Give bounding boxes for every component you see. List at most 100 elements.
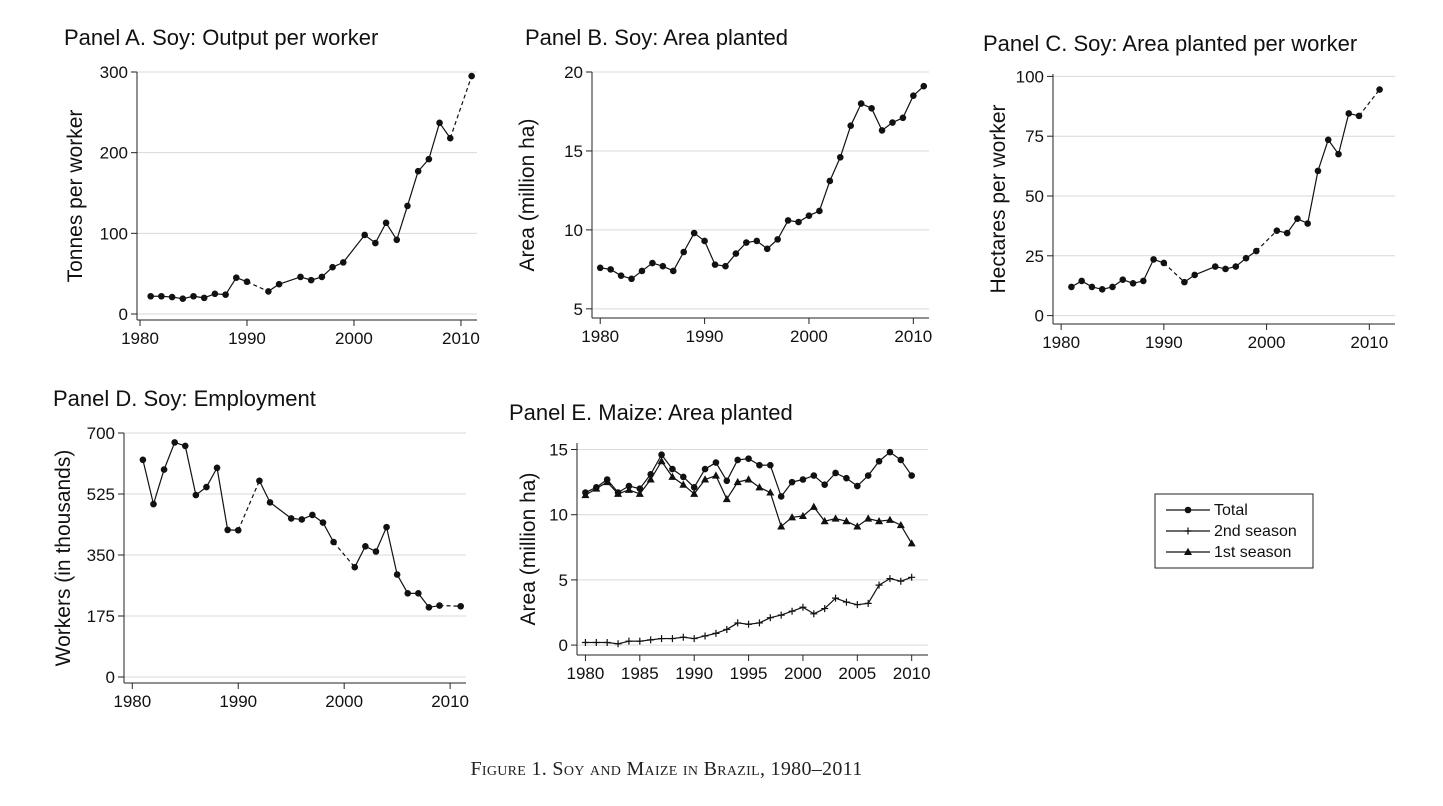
data-point	[1140, 277, 1147, 285]
x-tick-label: 2010	[893, 664, 931, 683]
series-segment	[258, 480, 271, 503]
panel-e: Panel E. Maize: Area planted 0 5 10 15 1980 19…	[509, 400, 931, 683]
data-point	[763, 245, 771, 253]
data-point	[788, 513, 797, 521]
data-point	[1181, 278, 1188, 286]
data-point	[1283, 229, 1291, 237]
data-point	[908, 472, 915, 479]
data-point	[701, 632, 709, 640]
y-tick-label: 20	[564, 63, 583, 82]
data-point	[712, 629, 720, 637]
data-point	[1191, 271, 1198, 279]
data-point	[864, 514, 873, 522]
data-point	[330, 538, 337, 546]
data-point	[362, 542, 369, 550]
x-tick-label: 2000	[335, 329, 373, 348]
data-point	[596, 264, 604, 272]
x-tick-label: 2005	[838, 664, 876, 683]
data-point	[842, 598, 850, 606]
x-tick-label: 2000	[790, 327, 828, 346]
data-point	[810, 472, 818, 479]
series-segment	[1142, 259, 1155, 282]
data-point	[668, 635, 676, 643]
data-point	[592, 638, 600, 646]
y-tick-label: 0	[106, 668, 115, 687]
y-tick-label: 700	[87, 424, 115, 443]
data-point	[298, 516, 306, 523]
data-point	[680, 473, 687, 481]
data-point	[625, 637, 633, 645]
data-point	[635, 489, 644, 497]
data-point	[1294, 215, 1301, 223]
data-point	[878, 127, 886, 134]
data-point	[658, 451, 665, 459]
data-point	[868, 105, 875, 112]
data-point	[203, 483, 210, 491]
series-segment	[406, 171, 419, 207]
series-segment	[1317, 139, 1329, 172]
x-tick-label: 1980	[121, 329, 159, 348]
data-point	[1355, 112, 1363, 120]
data-point	[799, 603, 807, 611]
data-point	[425, 155, 433, 163]
data-point	[908, 573, 916, 581]
data-point	[875, 457, 883, 465]
data-point	[774, 236, 781, 243]
y-tick-label: 100	[100, 224, 128, 243]
data-point	[886, 575, 894, 583]
data-point	[222, 291, 229, 298]
data-point	[213, 464, 221, 472]
data-point	[690, 635, 698, 643]
data-point	[1211, 263, 1219, 270]
series-segment	[672, 251, 685, 272]
data-point	[1129, 280, 1137, 287]
series-segment	[142, 459, 155, 505]
data-point	[446, 134, 454, 142]
data-point	[1068, 283, 1075, 291]
data-point	[744, 475, 753, 483]
series-main	[596, 82, 928, 283]
x-tick-label: 1990	[675, 664, 713, 683]
data-point	[658, 635, 666, 643]
data-point	[404, 590, 412, 597]
series-segment	[184, 445, 197, 496]
data-point	[160, 466, 168, 473]
data-point	[821, 481, 828, 489]
data-point	[393, 571, 401, 578]
data-point	[810, 610, 818, 618]
data-point	[753, 237, 761, 245]
y-tick-label: 25	[1025, 247, 1044, 266]
data-point	[690, 229, 698, 237]
data-point	[711, 261, 719, 268]
data-point	[669, 267, 677, 275]
data-point	[897, 456, 905, 464]
data-point	[179, 295, 187, 302]
x-tick-label: 2000	[325, 692, 363, 711]
data-point	[1119, 276, 1127, 284]
series-segment	[791, 606, 804, 612]
data-point	[1345, 110, 1353, 117]
data-point	[766, 488, 775, 496]
data-point	[690, 489, 699, 497]
x-tick-label: 2000	[1248, 333, 1286, 352]
data-point	[592, 484, 601, 492]
data-point	[139, 456, 147, 464]
data-point	[614, 489, 623, 497]
data-point	[907, 539, 916, 547]
data-point	[920, 82, 928, 90]
data-point	[784, 217, 792, 224]
legend-entry: 2nd season	[1166, 523, 1297, 540]
data-point	[372, 548, 380, 555]
series-segment	[726, 622, 738, 630]
y-axis-label: Hectares per worker	[987, 104, 1010, 293]
series-segment	[374, 222, 387, 244]
data-point	[857, 100, 865, 107]
panel-title: Panel B. Soy: Area planted	[525, 25, 788, 50]
data-point	[339, 259, 347, 266]
data-point	[798, 511, 807, 520]
data-point	[745, 620, 753, 628]
data-point	[809, 502, 818, 510]
data-point	[701, 475, 710, 483]
data-point	[864, 472, 872, 479]
data-point	[690, 484, 698, 491]
